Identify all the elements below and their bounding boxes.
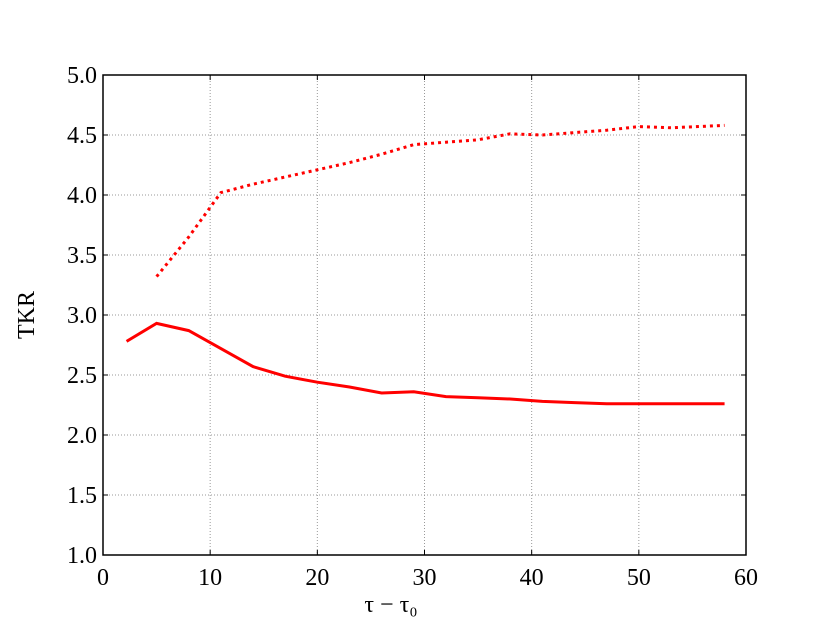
x-tick-label: 50 [627,565,651,591]
y-tick-label: 2.5 [67,363,97,389]
y-tick-label: 3.5 [67,243,97,269]
x-tick-label: 40 [520,565,544,591]
plot-frame [102,74,747,556]
x-tick-label: 30 [413,565,437,591]
y-tick-label: 4.0 [67,183,97,209]
y-tick-label: 1.0 [67,543,97,569]
data-line [155,123,725,278]
x-axis-label: τ − τ₀ [364,592,417,618]
x-tick-label: 0 [97,565,109,591]
y-tick-label: 3.0 [67,303,97,329]
y-tick-label: 1.5 [67,483,97,509]
x-tick-label: 60 [734,565,758,591]
y-tick-label: 5.0 [67,63,97,89]
y-axis-label: TKR [14,291,40,339]
data-line [125,321,725,406]
x-tick-label: 10 [198,565,222,591]
y-tick-label: 2.0 [67,423,97,449]
x-tick-label: 20 [305,565,329,591]
y-tick-label: 4.5 [67,123,97,149]
